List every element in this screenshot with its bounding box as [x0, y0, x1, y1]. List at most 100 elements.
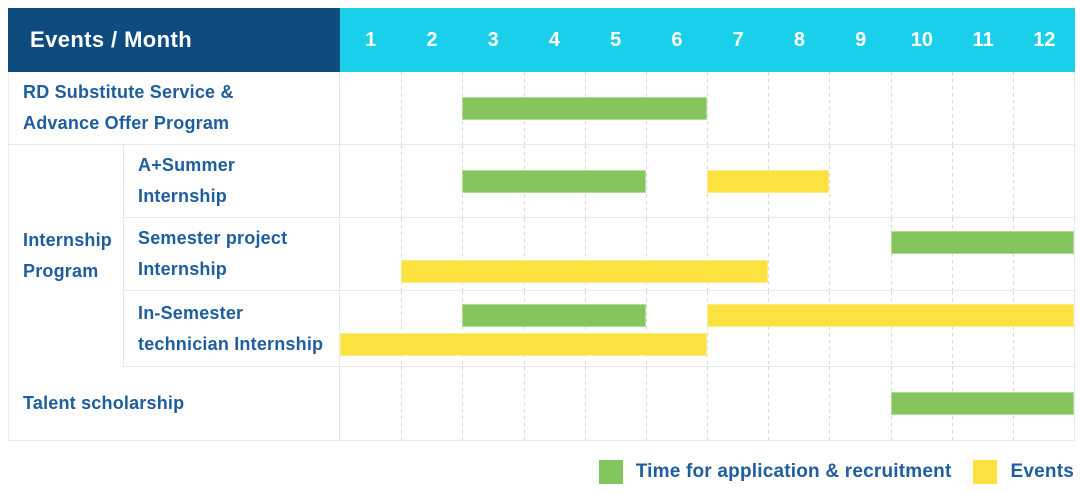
- gantt-sub-row: In-Semester technician Internship: [124, 291, 1074, 367]
- row-label-line: Internship: [138, 259, 228, 279]
- month-header-6: 6: [671, 28, 683, 51]
- month-divider-line: [523, 291, 525, 366]
- month-divider-line: [1012, 72, 1014, 144]
- gantt-body: RD Substitute Service & Advance Offer Pro…: [8, 72, 1075, 441]
- gantt-row: RD Substitute Service & Advance Offer Pro…: [9, 72, 1074, 145]
- month-divider-line: [462, 291, 464, 366]
- month-divider-line: [951, 218, 953, 290]
- month-divider-line: [829, 291, 831, 366]
- gantt-sub-row: Semester project Internship: [124, 218, 1074, 291]
- row-label: Talent scholarship: [9, 367, 340, 440]
- month-divider-line: [768, 367, 770, 440]
- month-grid-cell: [340, 72, 1074, 144]
- events-swatch-icon: [973, 460, 998, 484]
- month-divider-line: [1012, 218, 1014, 290]
- bar-events-m7-8: [707, 169, 830, 193]
- month-divider-line: [645, 291, 647, 366]
- row-label-line: technician Internship: [138, 333, 324, 354]
- month-grid-cell: [340, 367, 1074, 440]
- month-divider-line: [768, 72, 770, 144]
- month-divider-line: [829, 145, 831, 217]
- gantt-table: Events / Month 1 2 3 4 5 6 7 8 9 10 11 12 RD Substi…: [8, 8, 1075, 441]
- month-divider-line: [890, 291, 892, 366]
- row-label-line: Talent scholarship: [23, 393, 185, 413]
- month-divider-line: [829, 72, 831, 144]
- month-header-row: 1 2 3 4 5 6 7 8 9 10 11 12: [340, 8, 1075, 72]
- row-label-line: Internship: [138, 186, 228, 206]
- month-header-2: 2: [426, 28, 438, 51]
- legend-item-recruitment: Time for application & recruitment: [598, 460, 952, 484]
- events-month-header-cell: Events / Month: [8, 8, 340, 72]
- month-divider-line: [768, 291, 770, 366]
- group-rows: A+Summer Internship Semester project Intern…: [124, 145, 1074, 367]
- month-divider-line: [645, 367, 647, 440]
- bar-events-m1-6: [340, 333, 707, 356]
- row-label-line: Semester project: [138, 228, 288, 248]
- month-divider-line: [951, 145, 953, 217]
- legend-item-events: Events: [973, 460, 1074, 484]
- month-divider-line: [462, 367, 464, 440]
- row-label-line: In-Semester: [138, 302, 244, 323]
- month-header-10: 10: [910, 28, 933, 51]
- month-divider-line: [707, 367, 708, 440]
- month-divider-line: [401, 72, 403, 144]
- month-divider-line: [951, 291, 953, 366]
- month-divider-line: [890, 218, 892, 290]
- month-divider-line: [707, 218, 708, 290]
- bar-recruitment-m3-6: [462, 96, 707, 120]
- month-header-9: 9: [855, 28, 867, 51]
- month-divider-line: [401, 145, 403, 217]
- row-label-line: A+Summer: [138, 155, 236, 175]
- bar-events-m2-7: [401, 260, 769, 283]
- month-divider-line: [584, 218, 586, 290]
- internship-program-group: Internship Program A+Summer Internship Semes…: [9, 145, 1074, 367]
- month-divider-line: [584, 367, 586, 440]
- group-label: Internship Program: [9, 145, 124, 367]
- row-label-line: Advance Offer Program: [23, 113, 230, 133]
- month-divider-line: [645, 145, 647, 217]
- month-divider-line: [1012, 291, 1014, 366]
- bar-recruitment-m3-5: [462, 169, 646, 193]
- month-divider-line: [462, 218, 464, 290]
- month-divider-line: [523, 367, 525, 440]
- month-divider-line: [768, 218, 770, 290]
- month-header-7: 7: [732, 28, 744, 51]
- month-header-4: 4: [548, 28, 560, 51]
- month-divider-line: [890, 72, 892, 144]
- legend-recruitment-label: Time for application & recruitment: [635, 461, 952, 482]
- bar-recruitment-m10-12: [890, 392, 1074, 415]
- month-header-12: 12: [1033, 28, 1056, 51]
- row-label: RD Substitute Service & Advance Offer Pro…: [9, 72, 340, 144]
- legend: Time for application & recruitment Event…: [598, 460, 1074, 484]
- row-label-line: Program: [23, 261, 99, 281]
- recruitment-swatch-icon: [598, 460, 623, 484]
- gantt-sub-row: A+Summer Internship: [124, 145, 1074, 218]
- month-header-3: 3: [487, 28, 499, 51]
- table-header-row: Events / Month 1 2 3 4 5 6 7 8 9 10 11 12: [8, 8, 1075, 72]
- month-divider-line: [401, 218, 403, 290]
- gantt-row: Talent scholarship: [9, 367, 1074, 441]
- month-header-8: 8: [793, 28, 805, 51]
- row-label-line: RD Substitute Service &: [23, 82, 234, 102]
- legend-events-label: Events: [1010, 461, 1074, 482]
- month-divider-line: [645, 218, 647, 290]
- month-divider-line: [401, 291, 403, 366]
- month-divider-line: [890, 145, 892, 217]
- sub-row-label: In-Semester technician Internship: [124, 291, 340, 366]
- month-divider-line: [523, 218, 525, 290]
- month-divider-line: [951, 72, 953, 144]
- month-grid-cell: [340, 145, 1074, 217]
- row-label-line: Internship: [23, 230, 113, 250]
- month-divider-line: [707, 291, 708, 366]
- month-divider-line: [401, 367, 403, 440]
- month-header-11: 11: [972, 28, 994, 51]
- bar-events-m7-12: [707, 304, 1074, 327]
- month-divider-line: [829, 367, 831, 440]
- month-divider-line: [584, 291, 586, 366]
- sub-row-label: A+Summer Internship: [124, 145, 340, 217]
- month-divider-line: [707, 72, 708, 144]
- bar-recruitment-m3-5: [462, 304, 646, 327]
- month-header-5: 5: [610, 28, 622, 51]
- month-grid-cell: [340, 291, 1074, 366]
